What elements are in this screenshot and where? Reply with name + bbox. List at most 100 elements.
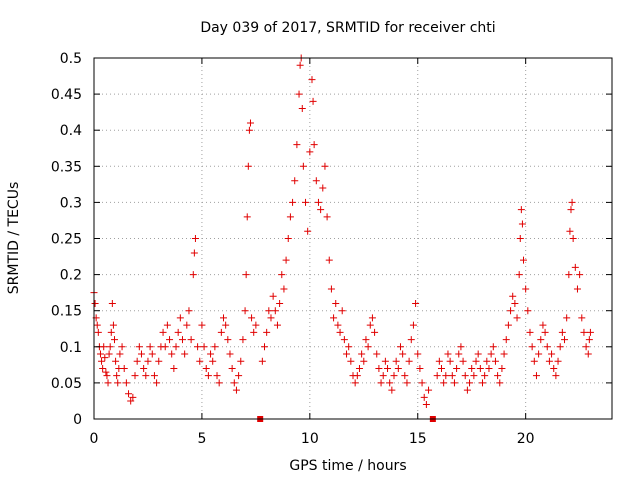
data-point: [420, 393, 428, 401]
data-point: [377, 379, 385, 387]
data-point: [479, 379, 486, 387]
data-point: [217, 328, 225, 336]
data-point: [252, 321, 260, 329]
data-point: [375, 364, 383, 372]
data-point: [250, 328, 258, 336]
data-point: [258, 357, 266, 365]
data-point: [155, 357, 163, 365]
data-point: [200, 343, 208, 351]
data-point: [276, 299, 284, 307]
data-point: [122, 379, 130, 387]
data-point: [235, 372, 243, 380]
data-point: [530, 357, 538, 365]
data-point: [500, 350, 508, 358]
data-point: [163, 321, 171, 329]
x-tick-label: 10: [301, 431, 319, 447]
y-tick-label: 0.3: [60, 195, 82, 211]
data-point: [153, 379, 161, 387]
data-point: [585, 336, 593, 344]
data-point: [137, 350, 145, 358]
data-point: [381, 357, 389, 365]
data-point: [261, 343, 269, 351]
y-tick-label: 0.05: [51, 376, 82, 392]
data-point: [170, 364, 178, 372]
data-point: [522, 285, 530, 293]
data-point: [230, 379, 238, 387]
data-point: [237, 357, 245, 365]
y-tick-label: 0: [73, 412, 82, 428]
data-point: [299, 162, 307, 170]
data-point: [150, 372, 158, 380]
data-point: [554, 357, 562, 365]
y-axis-ticks: 0 0.05 0.1 0.15 0.2 0.25 0.3 0.35 0.4 0.45 0.5: [51, 51, 612, 428]
data-point: [504, 321, 512, 329]
data-point: [202, 364, 210, 372]
data-point: [327, 285, 335, 293]
data-point: [518, 220, 526, 228]
data-point: [491, 357, 499, 365]
data-point: [444, 350, 452, 358]
data-point: [474, 350, 482, 358]
data-point: [91, 299, 99, 307]
data-point: [435, 357, 443, 365]
data-point: [358, 350, 366, 358]
data-point: [94, 328, 102, 336]
y-tick-label: 0.1: [60, 340, 82, 356]
data-point: [414, 350, 422, 358]
y-tick-label: 0.25: [51, 232, 82, 248]
data-point: [232, 386, 240, 394]
data-point: [422, 401, 430, 409]
data-point: [140, 364, 148, 372]
data-point: [93, 321, 101, 329]
data-point: [243, 213, 251, 221]
data-point: [470, 372, 478, 380]
data-point: [125, 390, 133, 398]
data-point: [191, 235, 199, 242]
data-point: [114, 379, 122, 387]
data-point: [187, 336, 195, 344]
data-point: [338, 307, 346, 315]
data-point: [204, 372, 212, 380]
data-point: [185, 307, 193, 315]
data-point: [567, 206, 575, 214]
data-point: [99, 364, 107, 372]
data-point: [578, 314, 586, 322]
data-point: [485, 364, 493, 372]
data-point: [526, 328, 534, 336]
data-point: [271, 307, 279, 315]
data-point: [330, 314, 338, 322]
data-point: [269, 292, 277, 300]
data-point: [265, 307, 273, 315]
data-point: [334, 321, 342, 329]
data-point: [347, 357, 355, 365]
data-point: [211, 343, 219, 351]
data-point: [573, 285, 581, 293]
data-point: [412, 299, 420, 307]
data-point: [159, 328, 167, 336]
data-point: [351, 379, 359, 387]
data-point: [516, 235, 524, 242]
x-tick-label: 0: [90, 431, 99, 447]
data-point: [399, 350, 407, 358]
data-point: [541, 328, 549, 336]
y-tick-label: 0.2: [60, 268, 82, 284]
data-point: [174, 328, 182, 336]
x-tick-label: 15: [409, 431, 427, 447]
data-point: [566, 227, 574, 235]
data-point: [291, 177, 299, 185]
data-point: [116, 350, 124, 358]
y-tick-label: 0.4: [60, 123, 82, 139]
data-point: [284, 235, 292, 242]
data-point: [379, 372, 387, 380]
data-point: [148, 350, 156, 358]
data-point: [524, 307, 532, 315]
data-point: [366, 321, 374, 329]
data-point: [362, 336, 370, 344]
data-point: [368, 314, 376, 322]
data-point: [298, 105, 306, 113]
data-point: [407, 336, 415, 344]
data-point: [580, 328, 588, 336]
chart-title: Day 039 of 2017, SRMTID for receiver cht…: [200, 20, 495, 36]
data-point: [507, 307, 515, 315]
